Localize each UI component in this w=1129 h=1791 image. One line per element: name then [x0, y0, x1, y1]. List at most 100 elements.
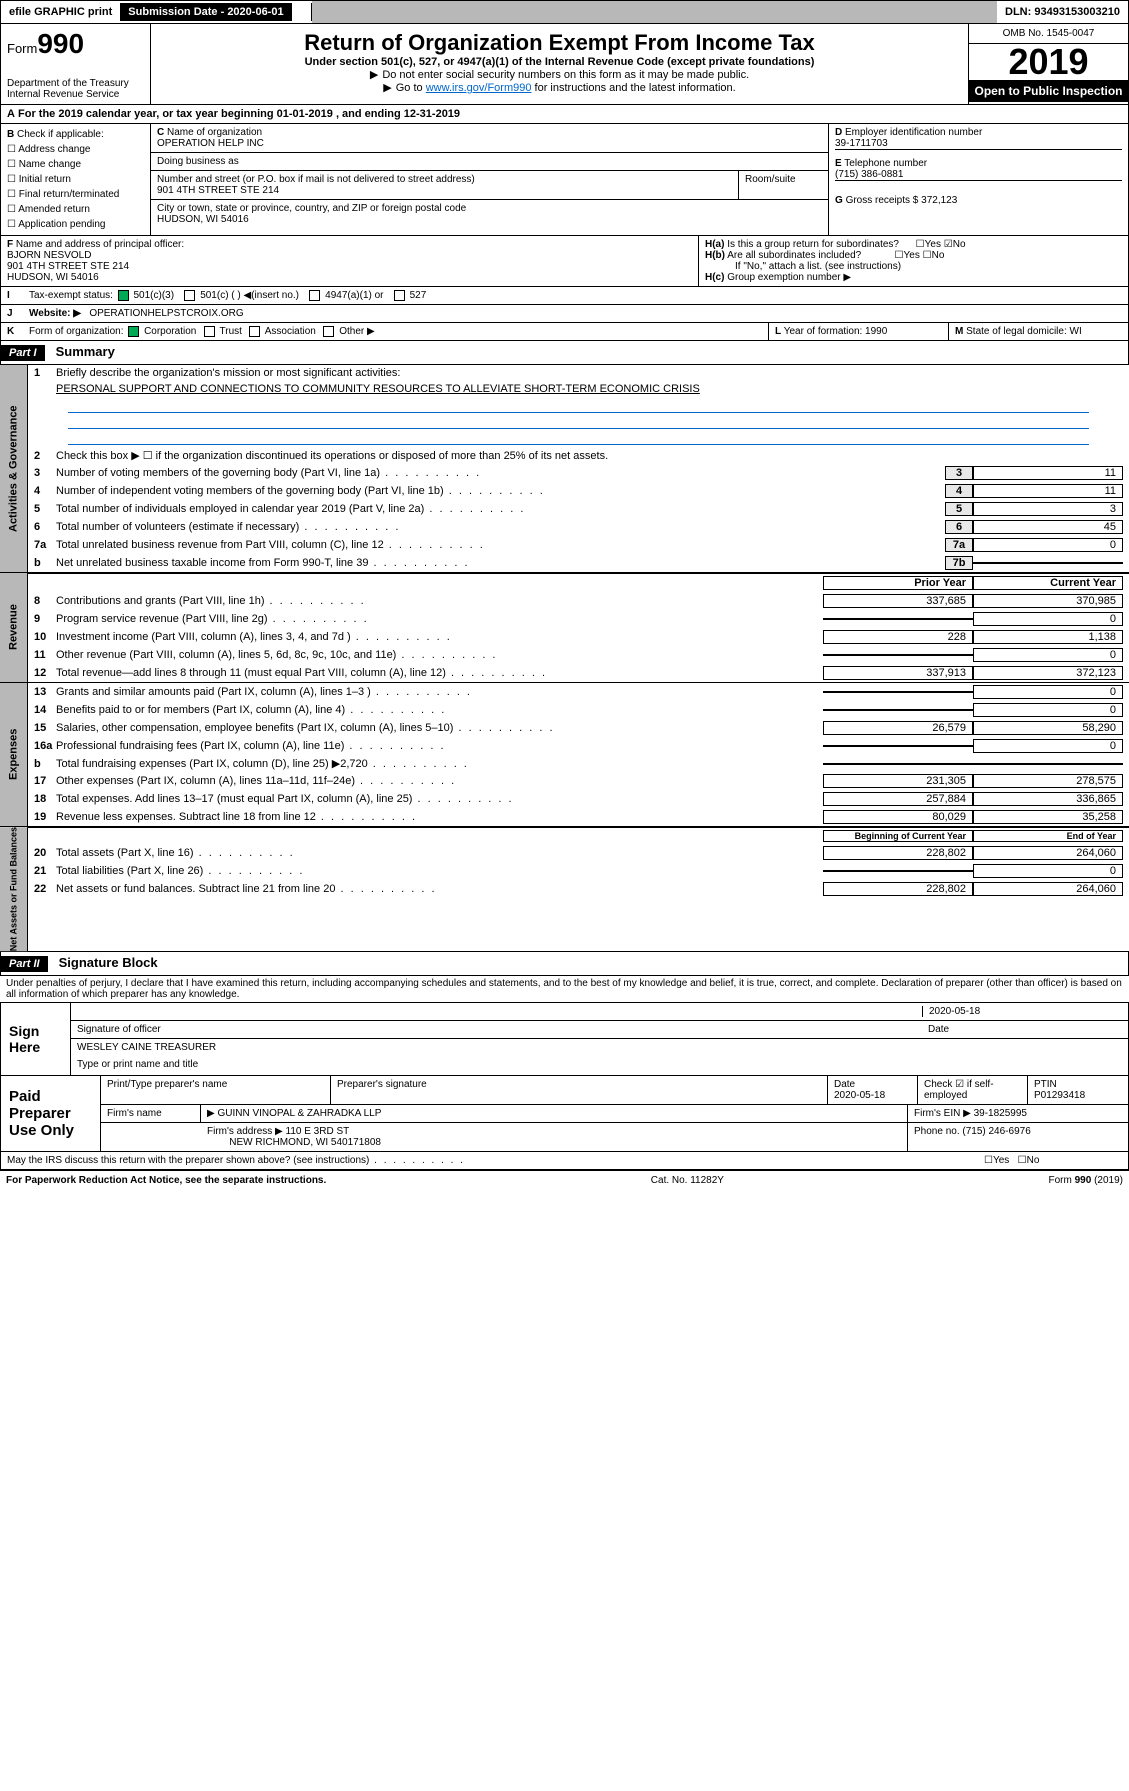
mission-text: PERSONAL SUPPORT AND CONNECTIONS TO COMM…	[56, 383, 1123, 395]
paid-right: Print/Type preparer's name Preparer's si…	[101, 1076, 1128, 1151]
paid-label: Paid Preparer Use Only	[1, 1076, 101, 1151]
section-bcdefgh: B Check if applicable: ☐ Address change …	[0, 124, 1129, 236]
sign-right: 2020-05-18 Signature of officerDate WESL…	[71, 1003, 1128, 1075]
chk-address[interactable]: ☐ Address change	[7, 142, 144, 157]
irs-link[interactable]: www.irs.gov/Form990	[426, 82, 532, 94]
discuss-row: May the IRS discuss this return with the…	[0, 1152, 1129, 1170]
th-prior: Prior Year	[823, 576, 973, 590]
form-header: Form990 Department of the Treasury Inter…	[0, 24, 1129, 105]
chk-corp[interactable]	[128, 326, 139, 337]
form-subtitle2: Do not enter social security numbers on …	[157, 68, 962, 81]
chk-501c[interactable]	[184, 290, 195, 301]
chk-501c3[interactable]	[118, 290, 129, 301]
submission-label: Submission Date - 2020-06-01	[120, 3, 291, 21]
ein: 39-1711703	[835, 138, 888, 149]
j-label: Website: ▶	[29, 308, 81, 319]
th-begin: Beginning of Current Year	[823, 830, 973, 842]
chk-initial[interactable]: ☐ Initial return	[7, 172, 144, 187]
phone: (715) 386-0881	[835, 169, 903, 180]
date-label: Date	[922, 1024, 1122, 1035]
row-klm: K Form of organization: Corporation Trus…	[0, 323, 1129, 341]
sign-date: 2020-05-18	[922, 1006, 1122, 1017]
form-number: 990	[37, 28, 84, 59]
firm-addr: NEW RICHMOND, WI 540171808	[229, 1137, 381, 1148]
ha-label: Is this a group return for subordinates?	[727, 239, 899, 250]
fn-label: Firm's name	[101, 1105, 201, 1122]
chk-final[interactable]: ☐ Final return/terminated	[7, 187, 144, 202]
org-city: HUDSON, WI 54016	[157, 214, 249, 225]
header-right: OMB No. 1545-0047 2019 Open to Public In…	[968, 24, 1128, 104]
form-word: Form	[7, 41, 37, 56]
sig-officer-label: Signature of officer	[77, 1024, 922, 1035]
l2-label: Check this box ▶ ☐ if the organization d…	[56, 449, 1123, 462]
chk-pending[interactable]: ☐ Application pending	[7, 217, 144, 232]
section-fh: F Name and address of principal officer:…	[0, 236, 1129, 287]
ph0: Print/Type preparer's name	[101, 1076, 331, 1104]
row-j: J Website: ▶ OPERATIONHELPSTCROIX.ORG	[0, 305, 1129, 323]
e-label: Telephone number	[844, 158, 927, 169]
i-label: Tax-exempt status:	[29, 290, 113, 301]
netassets-lines: Beginning of Current YearEnd of Year 20T…	[28, 827, 1129, 951]
firm-phone: Phone no. (715) 246-6976	[908, 1123, 1128, 1151]
paid-preparer: Paid Preparer Use Only Print/Type prepar…	[0, 1076, 1129, 1152]
col-f: F Name and address of principal officer:…	[1, 236, 698, 286]
chk-other[interactable]	[323, 326, 334, 337]
ph1: Preparer's signature	[331, 1076, 828, 1104]
chk-4947[interactable]	[309, 290, 320, 301]
firm-name: ▶ GUINN VINOPAL & ZAHRADKA LLP	[201, 1105, 908, 1122]
chk-name[interactable]: ☐ Name change	[7, 157, 144, 172]
officer-city: HUDSON, WI 54016	[7, 272, 99, 283]
officer-name: BJORN NESVOLD	[7, 250, 91, 261]
governance-lines: 1Briefly describe the organization's mis…	[28, 365, 1129, 572]
tab-governance: Activities & Governance	[0, 365, 28, 572]
ft-left: For Paperwork Reduction Act Notice, see …	[6, 1175, 326, 1186]
header-center: Return of Organization Exempt From Incom…	[151, 24, 968, 104]
name-title-label: Type or print name and title	[71, 1056, 1128, 1073]
firm-name-row: Firm's name ▶ GUINN VINOPAL & ZAHRADKA L…	[101, 1105, 1128, 1123]
officer-addr: 901 4TH STREET STE 214	[7, 261, 129, 272]
row-i: I Tax-exempt status: 501(c)(3) 501(c) ( …	[0, 287, 1129, 305]
d-label: Employer identification number	[845, 127, 982, 138]
room-label: Room/suite	[738, 171, 828, 200]
year-formation: Year of formation: 1990	[784, 326, 888, 337]
form-title: Return of Organization Exempt From Incom…	[157, 30, 962, 56]
c-label: Name of organization	[167, 127, 262, 138]
sign-block: Sign Here 2020-05-18 Signature of office…	[0, 1002, 1129, 1076]
th-end: End of Year	[973, 830, 1123, 842]
chk-amended[interactable]: ☐ Amended return	[7, 202, 144, 217]
top-gap	[312, 1, 997, 23]
part1-title: Summary	[56, 344, 115, 359]
state-domicile: State of legal domicile: WI	[966, 326, 1082, 337]
fa-label: Firm's address ▶ 110 E 3RD ST	[207, 1126, 349, 1137]
ft-cat: Cat. No. 11282Y	[651, 1175, 724, 1186]
efile-label[interactable]: efile GRAPHIC print	[1, 3, 120, 21]
k-label: Form of organization:	[29, 326, 124, 337]
chk-trust[interactable]	[204, 326, 215, 337]
form-subtitle1: Under section 501(c), 527, or 4947(a)(1)…	[157, 56, 962, 68]
website: OPERATIONHELPSTCROIX.ORG	[89, 308, 243, 319]
hc-label: Group exemption number ▶	[727, 272, 851, 283]
addr-label: Number and street (or P.O. box if mail i…	[157, 174, 475, 185]
col-deg: D Employer identification number39-17117…	[828, 124, 1128, 235]
l1-label: Briefly describe the organization's miss…	[56, 367, 1123, 379]
part2-title: Signature Block	[59, 955, 158, 970]
part1-tag: Part I	[1, 345, 45, 361]
dba-label: Doing business as	[151, 153, 828, 171]
part2-header: Part II Signature Block	[0, 952, 1129, 976]
tab-revenue: Revenue	[0, 573, 28, 682]
firm-ein: Firm's EIN ▶ 39-1825995	[908, 1105, 1128, 1122]
ph2: Date	[834, 1079, 855, 1090]
chk-527[interactable]	[394, 290, 405, 301]
open-public: Open to Public Inspection	[969, 80, 1128, 102]
firm-addr-row: Firm's address ▶ 110 E 3RD ST NEW RICHMO…	[101, 1123, 1128, 1151]
tab-netassets: Net Assets or Fund Balances	[0, 827, 28, 951]
sect-expenses: Expenses 13Grants and similar amounts pa…	[0, 683, 1129, 827]
col-h: H(a) Is this a group return for subordin…	[698, 236, 1128, 286]
header-left: Form990 Department of the Treasury Inter…	[1, 24, 151, 104]
tax-year: 2019	[969, 44, 1128, 80]
officer-sig-name: WESLEY CAINE TREASURER	[77, 1042, 216, 1053]
part1-header: Part I Summary	[0, 341, 1129, 365]
chk-assoc[interactable]	[249, 326, 260, 337]
th-current: Current Year	[973, 576, 1123, 590]
calendar-text: For the 2019 calendar year, or tax year …	[18, 108, 460, 120]
